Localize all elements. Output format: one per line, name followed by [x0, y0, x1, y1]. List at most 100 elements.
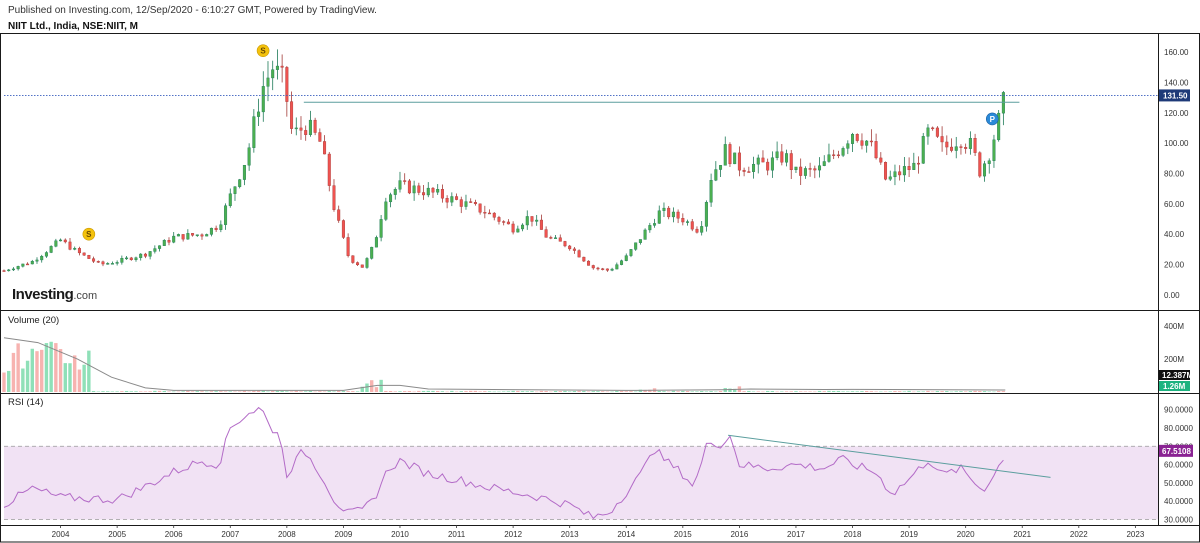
volume-bar	[120, 391, 124, 392]
candle-body	[818, 165, 822, 171]
candle-body	[247, 147, 251, 166]
candle-body	[318, 132, 322, 142]
candle-body	[422, 192, 426, 196]
candle-body	[907, 166, 911, 170]
x-tick-label: 2015	[674, 530, 692, 539]
x-axis: 2004 2005 2006 2007 2008 2009 2010 2011 2012 2013…	[52, 525, 1145, 539]
volume-bar	[143, 391, 148, 392]
candle-body	[629, 249, 633, 256]
volume-bar	[228, 391, 232, 392]
candle-body	[120, 258, 124, 263]
rsi-y-tick: 40.0000	[1164, 497, 1193, 506]
volume-bar	[619, 390, 624, 392]
volume-bar	[690, 391, 694, 392]
volume-bar	[968, 391, 973, 392]
candle-body	[233, 186, 237, 194]
rsi-last-value: 67.5108	[1162, 447, 1191, 456]
candle-body	[506, 221, 510, 225]
candle-body	[459, 199, 463, 207]
candle-body	[30, 261, 34, 265]
candle-body	[153, 248, 157, 252]
volume-bar	[883, 391, 888, 393]
candle-body	[337, 209, 341, 221]
volume-bar	[388, 390, 393, 392]
candle-body	[49, 246, 53, 253]
x-tick-label: 2005	[108, 530, 126, 539]
volume-bar	[813, 391, 817, 393]
candle-body	[742, 169, 746, 172]
volume-bar	[836, 390, 841, 392]
candle-body	[106, 263, 110, 265]
volume-bar	[846, 391, 850, 392]
candle-body	[167, 240, 171, 243]
candle-body	[115, 262, 119, 264]
volume-bar	[860, 391, 864, 392]
candle-body	[813, 168, 817, 171]
volume-bar	[341, 391, 346, 392]
volume-bar	[176, 391, 181, 393]
candle-body	[898, 171, 902, 176]
volume-bar	[54, 343, 58, 392]
candle-body	[667, 207, 671, 218]
candle-body	[379, 219, 383, 238]
volume-bar	[600, 391, 605, 392]
candle-body	[351, 255, 355, 263]
marker-label: S	[260, 47, 266, 56]
candle-body	[950, 146, 954, 151]
volume-bar	[780, 391, 784, 392]
volume-bar	[992, 391, 996, 393]
candle-body	[959, 146, 963, 148]
volume-bar	[935, 390, 940, 392]
volume-bar	[638, 389, 643, 392]
candle-body	[162, 240, 166, 246]
price-y-tick: 80.00	[1164, 170, 1185, 179]
candle-body	[756, 157, 760, 165]
candle-body	[752, 163, 756, 172]
volume-bar	[756, 391, 760, 392]
volume-bar	[732, 388, 737, 392]
candle-body	[884, 162, 888, 180]
volume-bar	[487, 391, 492, 392]
volume-bar	[21, 368, 25, 392]
volume-bar	[379, 379, 383, 392]
volume-bar	[567, 391, 572, 392]
volume-bar	[591, 391, 595, 392]
candle-body	[940, 136, 944, 143]
volume-bar	[44, 343, 49, 392]
volume-bar	[893, 391, 897, 392]
candle-body	[902, 166, 906, 176]
volume-bar	[511, 390, 515, 392]
candle-body	[393, 189, 397, 195]
candle-body	[134, 257, 138, 261]
candle-body	[59, 239, 63, 242]
candle-body	[855, 134, 859, 141]
candle-body	[327, 153, 331, 186]
volume-bar	[916, 391, 921, 392]
volume-bar	[16, 343, 20, 392]
candle-body	[228, 193, 232, 206]
volume-bar	[101, 391, 105, 392]
volume-bar	[681, 390, 685, 392]
volume-bar	[346, 391, 350, 392]
price-y-tick: 0.00	[1164, 291, 1180, 300]
candle-body	[766, 161, 770, 171]
rsi-y-tick: 60.0000	[1164, 461, 1193, 470]
candle-body	[398, 180, 402, 190]
volume-bar	[450, 390, 454, 392]
candle-body	[436, 189, 440, 193]
volume-bar	[963, 391, 968, 392]
volume-bar	[808, 391, 812, 392]
volume-bar	[959, 391, 963, 392]
volume-bar	[516, 390, 520, 392]
candle-body	[983, 163, 987, 177]
volume-bar	[289, 391, 294, 392]
candle-body	[44, 252, 48, 257]
volume-bar	[954, 391, 958, 392]
volume-bar	[468, 390, 473, 392]
price-y-tick: 60.00	[1164, 200, 1185, 209]
volume-bar	[299, 391, 303, 392]
candle-body	[11, 268, 15, 271]
volume-bar	[435, 390, 440, 392]
candle-body	[653, 223, 657, 226]
volume-bar	[355, 391, 360, 392]
